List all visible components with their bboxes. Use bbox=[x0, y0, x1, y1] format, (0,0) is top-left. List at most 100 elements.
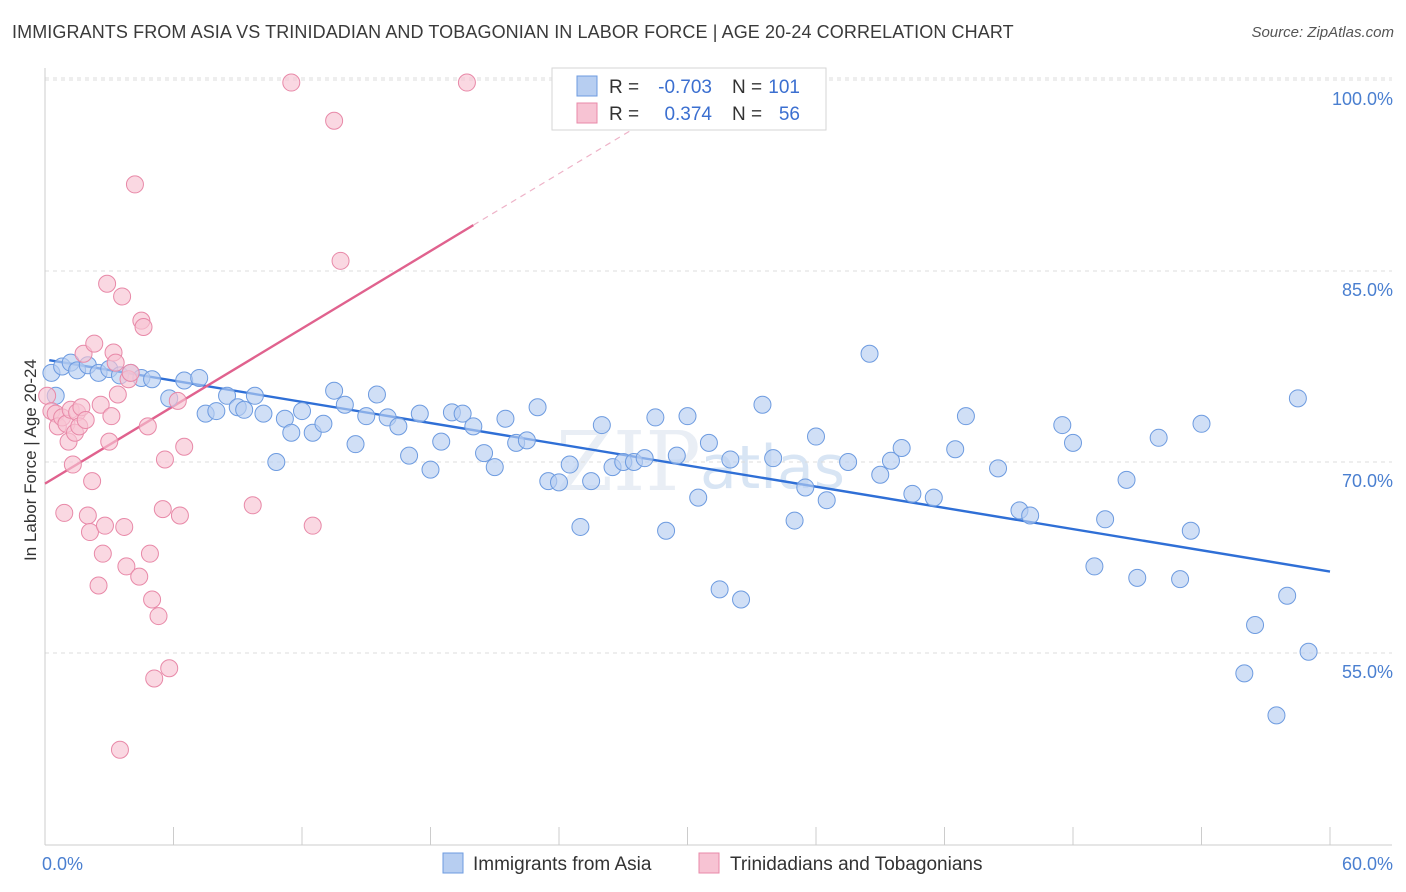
trinidad-point bbox=[143, 590, 162, 609]
asia-point bbox=[956, 407, 975, 426]
trinidad-point bbox=[175, 437, 194, 456]
asia-point bbox=[367, 385, 386, 404]
asia-point bbox=[1053, 416, 1072, 435]
asia-point bbox=[592, 416, 611, 435]
asia-point bbox=[657, 521, 676, 540]
trinidad-point bbox=[331, 251, 350, 270]
asia-point bbox=[732, 590, 751, 609]
series-label-trinidad: Trinidadians and Tobagonians bbox=[730, 854, 982, 875]
asia-point bbox=[1021, 506, 1040, 525]
legend-n-label: N = bbox=[732, 77, 762, 98]
asia-point bbox=[560, 455, 579, 474]
asia-point bbox=[699, 433, 718, 452]
asia-point bbox=[475, 444, 494, 463]
asia-point bbox=[335, 395, 354, 414]
asia-point bbox=[646, 408, 665, 427]
legend-r-label: R = bbox=[609, 77, 639, 98]
asia-point bbox=[267, 453, 286, 471]
asia-point bbox=[245, 386, 264, 405]
y-tick-label: 70.0% bbox=[1342, 471, 1393, 491]
trinidad-point bbox=[117, 557, 136, 576]
x-tick-label-max: 60.0% bbox=[1342, 854, 1393, 874]
trinidad-point bbox=[145, 669, 164, 688]
asia-point bbox=[517, 431, 536, 450]
axes: 55.0% 70.0% 85.0% 100.0% 0.0% 60.0% bbox=[42, 68, 1393, 874]
legend-swatch-pink bbox=[576, 102, 598, 124]
legend-n-value-pink: 56 bbox=[779, 104, 800, 125]
asia-point bbox=[496, 409, 515, 428]
asia-point bbox=[453, 404, 472, 423]
asia-point bbox=[860, 344, 879, 363]
legend-box bbox=[551, 67, 827, 131]
asia-point bbox=[1117, 470, 1136, 489]
asia-point bbox=[400, 446, 419, 465]
asia-point bbox=[1064, 433, 1082, 452]
asia-point bbox=[143, 370, 162, 389]
asia-point bbox=[410, 404, 429, 423]
asia-point bbox=[485, 458, 504, 477]
trinidad-point bbox=[110, 740, 129, 759]
asia-point bbox=[710, 580, 729, 599]
trinidad-point bbox=[160, 659, 179, 678]
asia-point bbox=[667, 446, 686, 465]
asia-point bbox=[871, 465, 890, 484]
asia-point bbox=[892, 438, 911, 457]
trinidad-point bbox=[100, 432, 119, 451]
trinidad-point bbox=[80, 523, 99, 542]
legend-n-value-blue: 101 bbox=[768, 77, 800, 98]
y-tick-label: 100.0% bbox=[1332, 89, 1393, 109]
trinidad-point bbox=[138, 417, 157, 436]
trinidad-point bbox=[98, 274, 117, 293]
asia-point bbox=[1278, 586, 1297, 605]
asia-point bbox=[721, 450, 740, 469]
asia-point bbox=[924, 488, 943, 507]
trinidad-point bbox=[243, 496, 262, 515]
grid-lines bbox=[45, 77, 1392, 654]
asia-point bbox=[464, 417, 483, 436]
trinidad-point bbox=[106, 353, 125, 372]
trinidad-point bbox=[282, 73, 301, 92]
legend: R = -0.703 N = 101 R = 0.374 N = 56 bbox=[551, 67, 827, 131]
trinidad-point bbox=[83, 472, 102, 491]
trinidad-point bbox=[325, 111, 344, 130]
legend-swatch-blue bbox=[576, 75, 598, 97]
asia-point bbox=[254, 404, 273, 423]
asia-trend-line bbox=[49, 358, 1331, 573]
asia-point bbox=[785, 511, 804, 530]
trinidad-point bbox=[78, 506, 97, 525]
trinidad-point bbox=[91, 395, 110, 414]
asia-point bbox=[678, 407, 697, 426]
legend-r-value-blue: -0.703 bbox=[658, 77, 712, 98]
asia-point bbox=[946, 440, 965, 459]
asia-point bbox=[421, 460, 440, 479]
asia-point bbox=[314, 414, 333, 433]
trinidad-point bbox=[102, 407, 121, 426]
asia-point bbox=[1246, 615, 1265, 634]
trinidad-point bbox=[125, 175, 144, 194]
trinidad-point bbox=[170, 506, 189, 525]
asia-point bbox=[235, 400, 254, 419]
asia-point bbox=[1128, 568, 1147, 587]
asia-point bbox=[635, 449, 654, 468]
trinidad-point bbox=[168, 391, 187, 410]
legend-n-label: N = bbox=[732, 104, 762, 125]
trinidad-point bbox=[85, 334, 104, 353]
trinidad-point bbox=[113, 287, 132, 306]
asia-point bbox=[1267, 706, 1286, 725]
trinidad-point bbox=[38, 386, 57, 405]
asia-point bbox=[817, 491, 836, 510]
asia-point bbox=[1171, 570, 1190, 589]
asia-point bbox=[282, 423, 301, 442]
asia-point bbox=[807, 427, 825, 446]
asia-point bbox=[528, 398, 547, 417]
trinidad-point bbox=[76, 410, 95, 429]
asia-point bbox=[1192, 414, 1211, 433]
asia-point bbox=[1288, 389, 1307, 408]
asia-point bbox=[989, 459, 1008, 478]
asia-point bbox=[550, 473, 568, 492]
asia-point bbox=[796, 478, 815, 497]
asia-point bbox=[432, 432, 451, 451]
chart-title: IMMIGRANTS FROM ASIA VS TRINIDADIAN AND … bbox=[12, 22, 1014, 42]
trinidad-point bbox=[108, 385, 127, 404]
